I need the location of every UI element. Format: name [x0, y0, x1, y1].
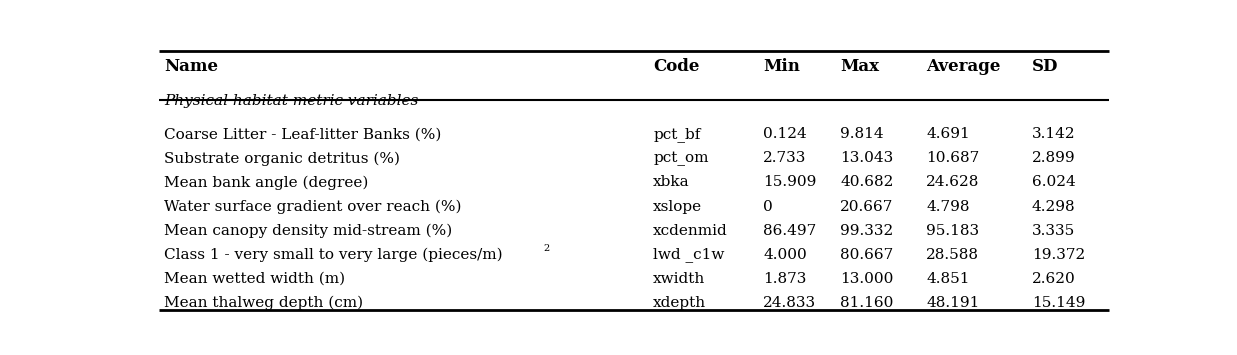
Text: Coarse Litter - Leaf-litter Banks (%): Coarse Litter - Leaf-litter Banks (%) [165, 127, 442, 141]
Text: 48.191: 48.191 [927, 296, 980, 310]
Text: Physical habitat metric variables: Physical habitat metric variables [165, 94, 418, 108]
Text: 0.124: 0.124 [763, 127, 807, 141]
Text: Name: Name [165, 59, 218, 75]
Text: 0: 0 [763, 200, 773, 213]
Text: Mean thalweg depth (cm): Mean thalweg depth (cm) [165, 296, 364, 310]
Text: 1.873: 1.873 [763, 272, 807, 286]
Text: 86.497: 86.497 [763, 224, 816, 237]
Text: 3.335: 3.335 [1032, 224, 1075, 237]
Text: 13.043: 13.043 [840, 151, 893, 165]
Text: 24.628: 24.628 [927, 175, 980, 190]
Text: Mean canopy density mid-stream (%): Mean canopy density mid-stream (%) [165, 224, 453, 238]
Text: 2.733: 2.733 [763, 151, 807, 165]
Text: 80.667: 80.667 [840, 248, 893, 262]
Text: 4.851: 4.851 [927, 272, 970, 286]
Text: Mean wetted width (m): Mean wetted width (m) [165, 272, 345, 286]
Text: 3.142: 3.142 [1032, 127, 1075, 141]
Text: 2.620: 2.620 [1032, 272, 1075, 286]
Text: Class 1 - very small to very large (pieces/m): Class 1 - very small to very large (piec… [165, 248, 502, 262]
Text: xcdenmid: xcdenmid [653, 224, 727, 237]
Text: 99.332: 99.332 [840, 224, 893, 237]
Text: 40.682: 40.682 [840, 175, 893, 190]
Text: xwidth: xwidth [653, 272, 705, 286]
Text: 9.814: 9.814 [840, 127, 883, 141]
Text: 95.183: 95.183 [927, 224, 980, 237]
Text: Max: Max [840, 59, 880, 75]
Text: 24.833: 24.833 [763, 296, 816, 310]
Text: 28.588: 28.588 [927, 248, 980, 262]
Text: Average: Average [927, 59, 1001, 75]
Text: 4.298: 4.298 [1032, 200, 1075, 213]
Text: pct_om: pct_om [653, 151, 709, 166]
Text: 6.024: 6.024 [1032, 175, 1075, 190]
Text: 13.000: 13.000 [840, 272, 893, 286]
Text: xdepth: xdepth [653, 296, 706, 310]
Text: pct_bf: pct_bf [653, 127, 700, 142]
Text: Mean bank angle (degree): Mean bank angle (degree) [165, 175, 369, 190]
Text: xbka: xbka [653, 175, 690, 190]
Text: 19.372: 19.372 [1032, 248, 1085, 262]
Text: 10.687: 10.687 [927, 151, 980, 165]
Text: 2: 2 [543, 244, 549, 253]
Text: 4.000: 4.000 [763, 248, 807, 262]
Text: Min: Min [763, 59, 800, 75]
Text: 4.798: 4.798 [927, 200, 970, 213]
Text: Code: Code [653, 59, 699, 75]
Text: Water surface gradient over reach (%): Water surface gradient over reach (%) [165, 200, 461, 214]
Text: 81.160: 81.160 [840, 296, 893, 310]
Text: lwd _c1w: lwd _c1w [653, 248, 725, 262]
Text: 4.691: 4.691 [927, 127, 970, 141]
Text: SD: SD [1032, 59, 1059, 75]
Text: xslope: xslope [653, 200, 703, 213]
Text: 15.909: 15.909 [763, 175, 816, 190]
Text: 2.899: 2.899 [1032, 151, 1075, 165]
Text: Substrate organic detritus (%): Substrate organic detritus (%) [165, 151, 401, 166]
Text: 15.149: 15.149 [1032, 296, 1085, 310]
Text: 20.667: 20.667 [840, 200, 893, 213]
